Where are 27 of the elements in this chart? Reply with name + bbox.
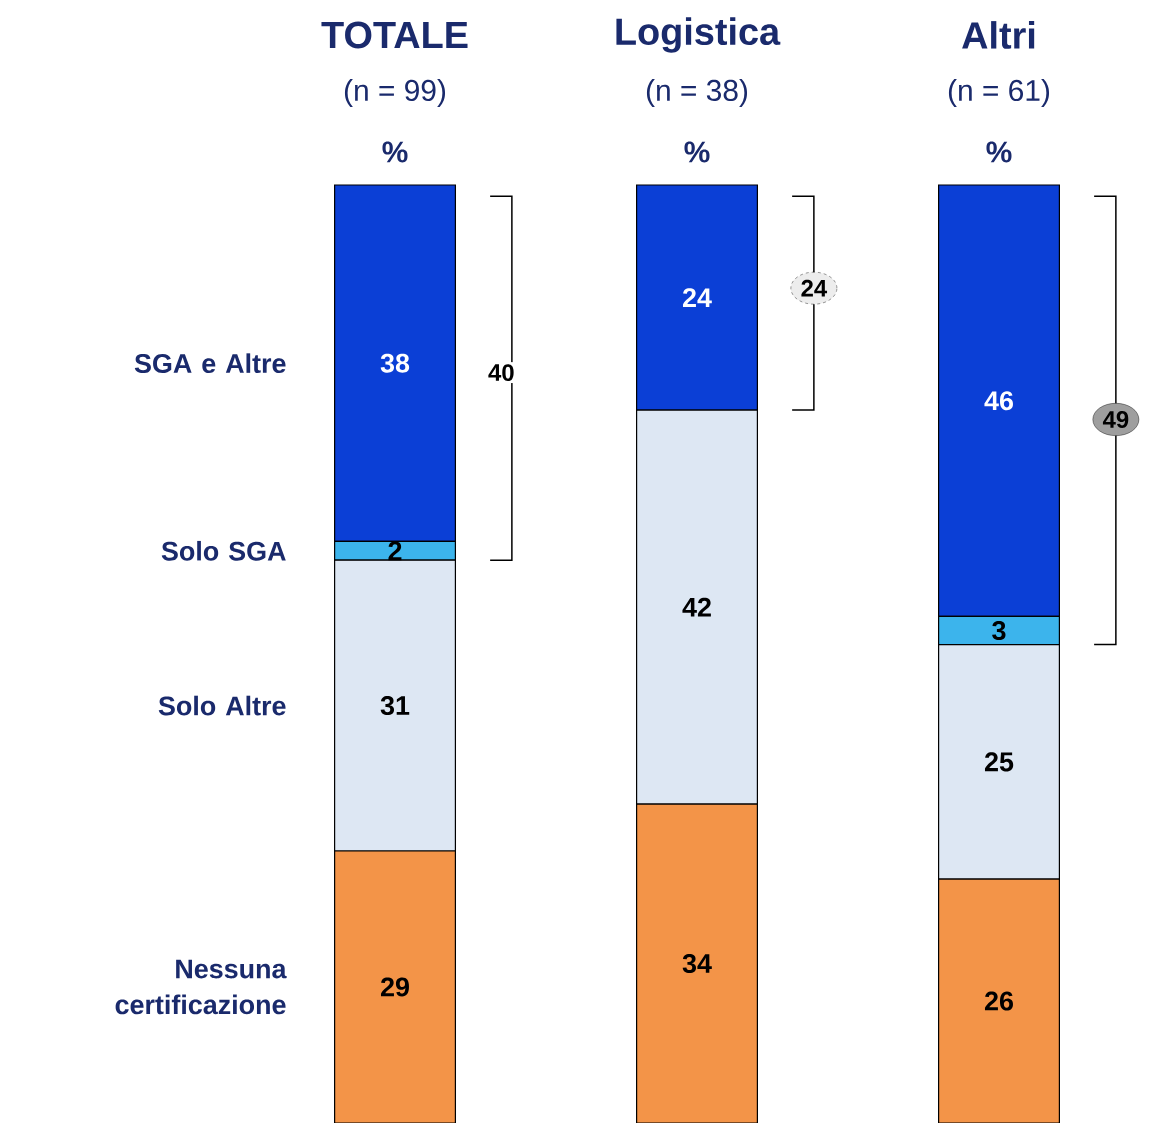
data-label: 29 (380, 977, 409, 997)
data-label: 3 (992, 621, 1006, 641)
annotation: 40 (488, 364, 514, 382)
series-label: Nessuna certificazione (115, 959, 287, 1015)
text: % (986, 141, 1012, 163)
data-label: 38 (380, 353, 410, 373)
x-tick-label: Logistica (616, 17, 781, 53)
series-label: Solo Altre (158, 695, 286, 716)
data-label: 24 (682, 288, 712, 307)
text: (n = 61) (948, 79, 1050, 107)
data-label: 31 (380, 696, 410, 716)
annotation: 24 (801, 279, 828, 297)
data-label: 25 (984, 752, 1014, 772)
annotation: 49 (1102, 411, 1129, 428)
text: % (382, 141, 408, 163)
text: (n = 99) (344, 79, 446, 107)
x-tick-label: TOTALE (321, 21, 468, 49)
data-label: 46 (984, 391, 1013, 411)
data-label: 34 (682, 954, 712, 974)
text: % (684, 141, 710, 163)
data-label: 2 (388, 541, 402, 561)
series-label: SGA e Altre (134, 353, 286, 374)
text: (n = 38) (646, 79, 748, 107)
series-label: Solo SGA (161, 540, 286, 561)
data-label: 26 (984, 991, 1013, 1011)
x-tick-label: Altri (962, 21, 1035, 49)
data-label: 42 (682, 597, 711, 617)
